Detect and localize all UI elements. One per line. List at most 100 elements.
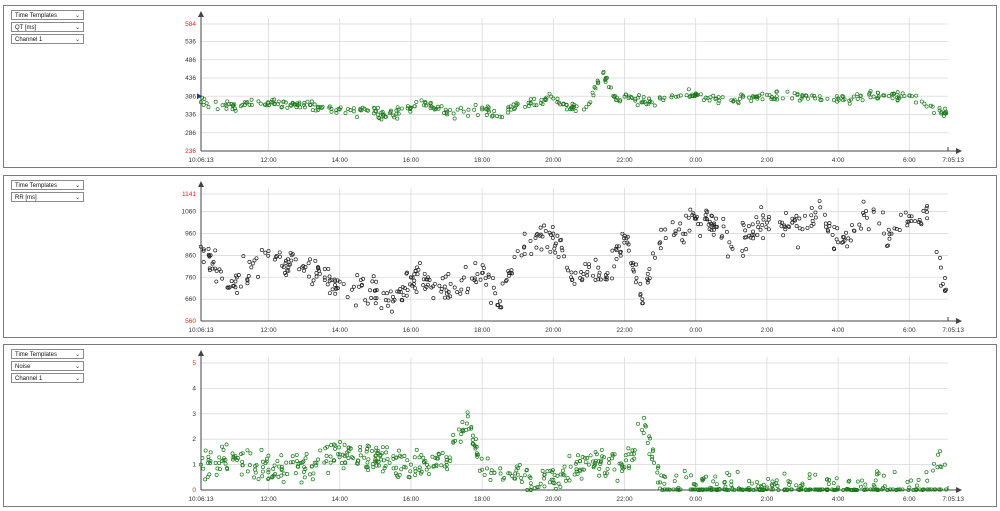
data-point (333, 291, 338, 296)
data-point (804, 93, 809, 98)
data-point (433, 455, 438, 460)
x-tick-label: 6:00 (903, 496, 916, 503)
data-point (460, 420, 465, 425)
data-point (202, 97, 207, 101)
channel-dropdown[interactable]: Channel 1 ⌄ (11, 34, 84, 44)
data-point (566, 268, 570, 273)
data-point (464, 421, 469, 426)
qt-scatter-plot: 236 286 336 386 436 486 536 584 12:00 14:00 16:00 1… (185, 11, 964, 164)
data-point (459, 278, 464, 283)
data-point (413, 469, 418, 474)
data-point (246, 274, 251, 278)
data-point (236, 456, 240, 461)
time-templates-dropdown[interactable]: Time Templates ⌄ (11, 180, 84, 190)
data-point (658, 486, 663, 491)
data-point (305, 99, 310, 104)
data-point (598, 462, 603, 466)
data-point (362, 106, 367, 111)
data-point (610, 276, 614, 281)
data-point (495, 303, 500, 307)
channel-dropdown[interactable]: Channel 1 ⌄ (11, 373, 84, 383)
data-point (207, 472, 212, 477)
data-point (658, 480, 663, 485)
data-point (783, 210, 788, 215)
data-point (688, 207, 693, 212)
data-point (408, 106, 413, 111)
qt-chart-panel: Time Templates ⌄ QT [ms] ⌄ Channel 1 ⌄ 2… (3, 5, 997, 168)
data-point (840, 240, 844, 245)
time-templates-dropdown[interactable]: Time Templates ⌄ (11, 349, 84, 359)
data-point (421, 455, 426, 460)
data-point (224, 442, 229, 447)
data-point (666, 487, 671, 492)
data-point (576, 453, 580, 458)
metric-dropdown[interactable]: RR [ms] ⌄ (11, 192, 84, 202)
x-tick-label: 22:00 (616, 157, 633, 164)
data-point (391, 454, 396, 459)
data-point (297, 100, 302, 105)
data-point (565, 107, 569, 112)
data-point (630, 263, 635, 268)
data-point (290, 460, 295, 465)
time-templates-dropdown[interactable]: Time Templates ⌄ (11, 10, 84, 20)
data-point (266, 476, 271, 481)
series-points (198, 410, 949, 492)
data-point (543, 96, 548, 101)
data-point (472, 276, 477, 281)
data-point (890, 96, 895, 101)
metric-dropdown[interactable]: Noise ⌄ (11, 361, 84, 371)
data-point (740, 487, 745, 492)
data-point (329, 443, 334, 448)
data-point (484, 107, 489, 112)
data-point (424, 467, 429, 472)
data-point (788, 480, 793, 484)
data-point (720, 234, 724, 239)
data-point (491, 285, 496, 290)
data-point (794, 213, 799, 218)
data-point (507, 271, 512, 276)
chevron-down-icon: ⌄ (74, 376, 80, 382)
data-point (809, 205, 814, 210)
data-point (217, 455, 222, 460)
data-point (524, 468, 529, 473)
data-point (672, 479, 677, 484)
data-point (853, 488, 858, 492)
x-tick-label: 6:00 (903, 157, 916, 164)
data-point (580, 278, 584, 283)
data-point (253, 470, 258, 475)
data-point (656, 464, 661, 469)
data-point (565, 476, 570, 480)
data-point (931, 461, 936, 466)
data-point (204, 101, 209, 106)
data-point (415, 265, 420, 270)
data-point (225, 99, 230, 104)
data-point (279, 473, 284, 478)
data-point (345, 295, 350, 300)
data-point (794, 483, 799, 488)
data-point (694, 92, 699, 97)
data-point (760, 488, 764, 492)
data-point (741, 223, 746, 227)
data-point (935, 465, 940, 470)
data-point (570, 107, 575, 112)
data-point (413, 286, 417, 291)
metric-dropdown[interactable]: QT [ms] ⌄ (11, 22, 84, 32)
data-point (610, 452, 615, 457)
data-point (591, 273, 595, 278)
data-point (358, 278, 363, 282)
data-point (583, 460, 588, 465)
data-point (517, 462, 522, 467)
data-point (428, 100, 433, 105)
x-tick-label: 18:00 (474, 496, 491, 503)
data-point (234, 275, 239, 280)
data-point (906, 488, 911, 492)
data-point (313, 258, 318, 263)
data-point (825, 477, 830, 482)
data-point (417, 468, 422, 472)
data-point (864, 215, 869, 220)
data-point (205, 475, 210, 480)
data-point (327, 278, 332, 283)
data-point (201, 260, 206, 264)
data-point (280, 263, 285, 268)
data-point (612, 467, 617, 472)
